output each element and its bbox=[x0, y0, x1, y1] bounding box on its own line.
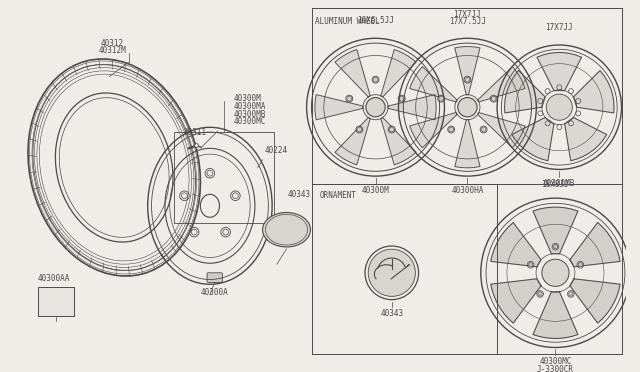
Text: 17X7JJ: 17X7JJ bbox=[545, 23, 573, 32]
Text: 40311: 40311 bbox=[184, 128, 207, 137]
Text: 17X7.5JJ: 17X7.5JJ bbox=[449, 17, 486, 26]
Circle shape bbox=[389, 127, 394, 132]
Text: 18X8JJ: 18X8JJ bbox=[541, 180, 570, 189]
Circle shape bbox=[546, 94, 572, 120]
Text: 40300A: 40300A bbox=[200, 288, 228, 297]
Polygon shape bbox=[512, 118, 554, 161]
Text: 40300MB: 40300MB bbox=[234, 110, 266, 119]
Text: 40312M: 40312M bbox=[99, 45, 126, 55]
Circle shape bbox=[439, 96, 444, 101]
Circle shape bbox=[449, 127, 454, 132]
Text: ALUMINUM WHEEL: ALUMINUM WHEEL bbox=[316, 17, 380, 26]
Polygon shape bbox=[381, 118, 416, 165]
Text: 40300AA: 40300AA bbox=[38, 274, 70, 283]
Text: 40300MC: 40300MC bbox=[540, 357, 572, 366]
Circle shape bbox=[578, 263, 582, 267]
Polygon shape bbox=[477, 67, 525, 102]
Circle shape bbox=[529, 263, 533, 267]
Text: 40300MC: 40300MC bbox=[234, 117, 266, 126]
Circle shape bbox=[465, 77, 470, 82]
Polygon shape bbox=[315, 94, 363, 120]
Circle shape bbox=[195, 144, 198, 147]
Circle shape bbox=[347, 96, 352, 101]
FancyBboxPatch shape bbox=[207, 273, 222, 282]
Polygon shape bbox=[335, 49, 370, 97]
Circle shape bbox=[399, 96, 404, 101]
Polygon shape bbox=[388, 94, 436, 120]
Polygon shape bbox=[477, 112, 525, 148]
Polygon shape bbox=[533, 207, 578, 254]
Circle shape bbox=[542, 259, 569, 286]
Polygon shape bbox=[533, 292, 578, 339]
Bar bbox=[38, 287, 74, 316]
Polygon shape bbox=[570, 279, 620, 323]
Circle shape bbox=[492, 96, 496, 101]
Polygon shape bbox=[455, 46, 480, 95]
Text: 40300M: 40300M bbox=[362, 186, 389, 195]
Circle shape bbox=[366, 97, 385, 117]
Text: 40224: 40224 bbox=[264, 146, 287, 155]
Polygon shape bbox=[564, 118, 607, 161]
Text: 40300MA: 40300MA bbox=[234, 102, 266, 111]
Text: J-3300CR: J-3300CR bbox=[537, 365, 574, 372]
Circle shape bbox=[481, 127, 486, 132]
Circle shape bbox=[538, 292, 542, 296]
Polygon shape bbox=[455, 120, 480, 168]
Circle shape bbox=[458, 97, 477, 117]
Polygon shape bbox=[410, 67, 457, 102]
Polygon shape bbox=[381, 49, 416, 97]
Circle shape bbox=[568, 292, 573, 296]
Circle shape bbox=[368, 249, 415, 296]
Polygon shape bbox=[537, 52, 582, 91]
Circle shape bbox=[357, 127, 362, 132]
Text: 40343: 40343 bbox=[287, 190, 310, 199]
Ellipse shape bbox=[262, 212, 310, 247]
Polygon shape bbox=[570, 222, 620, 267]
Text: 40312: 40312 bbox=[100, 39, 124, 48]
Polygon shape bbox=[335, 118, 370, 165]
Text: 40300HA: 40300HA bbox=[451, 186, 484, 195]
Text: 17X7JJ: 17X7JJ bbox=[454, 10, 481, 19]
Text: 40300M: 40300M bbox=[234, 94, 262, 103]
Text: 40343: 40343 bbox=[380, 309, 403, 318]
Polygon shape bbox=[573, 71, 614, 113]
Circle shape bbox=[553, 244, 557, 249]
Polygon shape bbox=[504, 71, 545, 113]
Text: ORNAMENT: ORNAMENT bbox=[320, 192, 357, 201]
Polygon shape bbox=[491, 222, 541, 267]
Text: 40300MB: 40300MB bbox=[543, 179, 575, 188]
Polygon shape bbox=[491, 279, 541, 323]
Text: 16X6.5JJ: 16X6.5JJ bbox=[357, 16, 394, 25]
Circle shape bbox=[373, 77, 378, 82]
Polygon shape bbox=[410, 112, 457, 148]
Bar bbox=[173, 132, 274, 223]
